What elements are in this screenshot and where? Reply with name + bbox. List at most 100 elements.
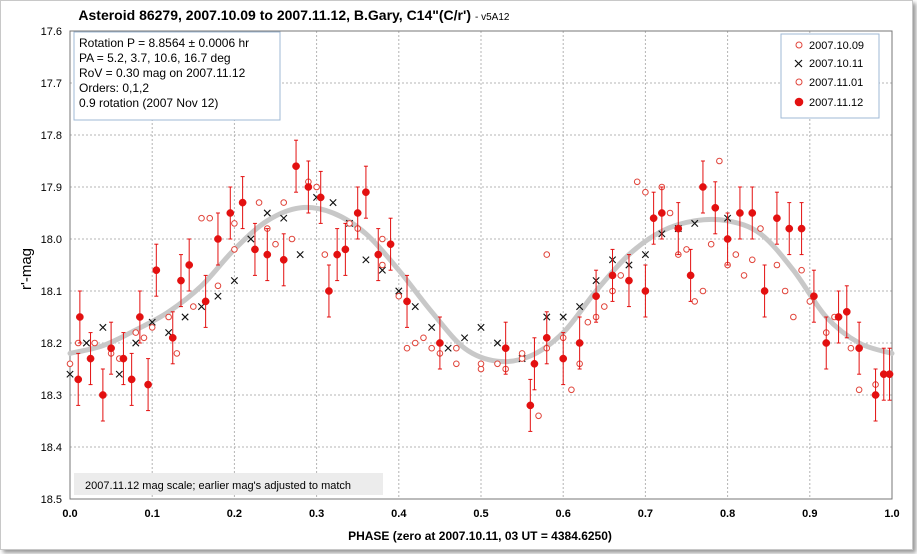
marker-filled-circle bbox=[855, 344, 863, 353]
x-tick-label: 0.1 bbox=[145, 508, 160, 520]
x-axis-label: PHASE (zero at 2007.10.11, 03 UT = 4384.… bbox=[348, 529, 612, 543]
marker-filled-circle bbox=[436, 339, 444, 347]
marker-x bbox=[181, 313, 189, 321]
y-tick-label: 18.5 bbox=[41, 494, 62, 506]
marker-filled-circle bbox=[711, 203, 720, 212]
y-tick-label: 18.0 bbox=[41, 234, 62, 246]
info-box: Rotation P = 8.8564 ± 0.0006 hr PA = 5.2… bbox=[73, 31, 281, 121]
marker-filled-circle bbox=[325, 287, 333, 295]
marker-open-circle bbox=[148, 324, 156, 331]
marker-filled-circle bbox=[214, 235, 222, 243]
y-tick-label: 18.3 bbox=[41, 390, 62, 402]
marker-open-circle bbox=[666, 209, 674, 217]
marker-open-circle bbox=[214, 282, 222, 290]
marker-x bbox=[493, 339, 502, 347]
info-line-4: Orders: 0,1,2 bbox=[79, 81, 149, 95]
legend-label-4: 2007.11.12 bbox=[809, 97, 863, 109]
series-2007.11.12 bbox=[74, 139, 894, 432]
marker-filled-circle bbox=[559, 354, 568, 363]
y-tick-label: 17.8 bbox=[41, 130, 62, 142]
marker-x bbox=[378, 266, 386, 274]
series-2007.10.11 bbox=[66, 193, 732, 378]
marker-filled-circle bbox=[119, 354, 128, 363]
marker-open-circle bbox=[518, 350, 526, 357]
marker-open-circle bbox=[494, 360, 501, 368]
y-tick-labels: 17.6 17.7 17.8 17.9 18.0 18.1 18.2 18.3 18.4 18.5 bbox=[41, 26, 62, 506]
marker-filled-circle bbox=[871, 391, 880, 399]
marker-filled-circle bbox=[797, 224, 806, 233]
legend-entry-3: 2007.11.01 bbox=[795, 77, 863, 89]
x-tick-label: 0.5 bbox=[473, 508, 488, 520]
marker-x bbox=[148, 318, 156, 326]
x-tick-label: 0.7 bbox=[638, 508, 653, 520]
info-line-1: Rotation P = 8.8564 ± 0.0006 hr bbox=[79, 36, 249, 50]
data-marks bbox=[66, 139, 894, 432]
grid-lines bbox=[70, 31, 892, 499]
marker-filled-circle bbox=[226, 209, 235, 217]
marker-filled-circle bbox=[333, 250, 341, 259]
marker-open-circle bbox=[428, 344, 435, 352]
info-line-3: RoV = 0.30 mag on 2007.11.12 bbox=[79, 66, 246, 80]
marker-filled-circle bbox=[86, 354, 95, 363]
marker-filled-circle bbox=[842, 307, 851, 316]
marker-open-circle bbox=[231, 246, 238, 253]
marker-filled-circle bbox=[168, 333, 177, 342]
marker-open-circle bbox=[379, 235, 386, 243]
marker-filled-circle bbox=[885, 370, 894, 379]
marker-filled-circle bbox=[136, 313, 144, 321]
marker-x bbox=[460, 334, 469, 342]
marker-filled-circle bbox=[76, 313, 84, 321]
marker-open-circle bbox=[633, 178, 641, 186]
x-tick-label: 0.8 bbox=[720, 508, 735, 520]
marker-x bbox=[691, 219, 699, 227]
x-tick-label: 0.2 bbox=[227, 508, 242, 520]
y-tick-label: 17.9 bbox=[41, 182, 62, 194]
marker-filled-circle bbox=[177, 276, 185, 285]
marker-open-circle bbox=[453, 360, 460, 368]
plot-area bbox=[69, 30, 893, 500]
marker-filled-circle bbox=[773, 214, 781, 223]
legend-label-1: 2007.10.09 bbox=[809, 40, 864, 52]
marker-open-circle bbox=[165, 313, 172, 321]
legend-marker-1 bbox=[795, 41, 803, 49]
marker-filled-circle bbox=[760, 287, 769, 295]
marker-x bbox=[428, 323, 436, 331]
marker-open-circle bbox=[173, 350, 181, 357]
marker-open-circle bbox=[403, 344, 411, 352]
fit-curve-group bbox=[67, 204, 895, 365]
x-tick-labels: 0.0 0.1 0.2 0.3 0.4 0.5 0.6 0.7 0.8 0.9 1.0 bbox=[62, 508, 899, 520]
marker-x bbox=[444, 344, 452, 352]
marker-filled-circle bbox=[699, 183, 707, 191]
marker-filled-circle bbox=[608, 271, 617, 280]
marker-open-circle bbox=[798, 266, 805, 274]
marker-filled-circle bbox=[341, 245, 350, 254]
y-tick-label: 18.2 bbox=[41, 338, 62, 350]
marker-x bbox=[329, 199, 337, 207]
y-tick-label: 17.6 bbox=[41, 26, 62, 38]
note-box: 2007.11.12 mag scale; earlier mag's adju… bbox=[74, 473, 383, 495]
marker-filled-circle bbox=[362, 188, 370, 197]
marker-open-circle bbox=[477, 360, 485, 368]
marker-filled-circle bbox=[185, 261, 194, 269]
marker-open-circle bbox=[140, 334, 148, 342]
marker-filled-circle bbox=[99, 391, 107, 399]
marker-filled-circle bbox=[304, 183, 313, 191]
legend-marker-2 bbox=[794, 59, 803, 68]
marker-open-circle bbox=[642, 188, 649, 196]
x-tick-label: 0.9 bbox=[802, 508, 817, 520]
marker-filled-circle bbox=[575, 339, 584, 347]
marker-filled-circle bbox=[748, 209, 757, 217]
marker-filled-circle bbox=[592, 292, 600, 301]
marker-x bbox=[115, 370, 123, 378]
legend: 2007.10.09 2007.10.11 2007.11.01 2007.11… bbox=[780, 33, 880, 119]
marker-filled-circle bbox=[674, 224, 683, 233]
marker-open-circle bbox=[321, 251, 329, 258]
marker-x bbox=[132, 339, 140, 347]
marker-open-circle bbox=[198, 214, 205, 222]
marker-x bbox=[214, 292, 222, 300]
marker-filled-circle bbox=[279, 255, 288, 264]
marker-open-circle bbox=[132, 329, 140, 336]
marker-filled-circle bbox=[834, 313, 843, 321]
